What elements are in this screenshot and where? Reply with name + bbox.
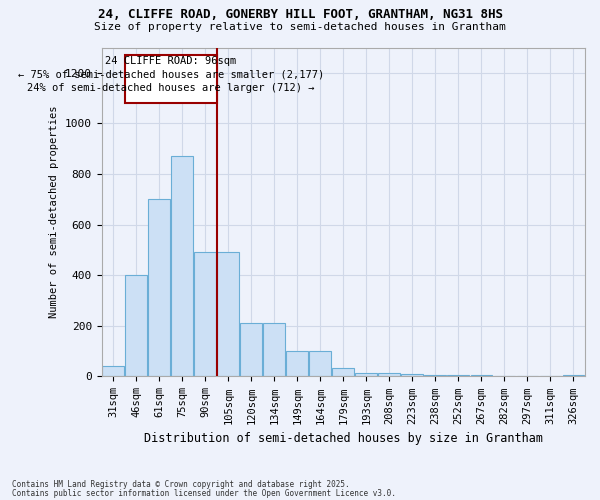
Bar [148, 200, 170, 376]
Y-axis label: Number of semi-detached properties: Number of semi-detached properties [49, 106, 59, 318]
Text: ← 75% of semi-detached houses are smaller (2,177): ← 75% of semi-detached houses are smalle… [17, 70, 324, 80]
Bar [448, 375, 469, 376]
Bar [470, 375, 493, 376]
Text: 24, CLIFFE ROAD, GONERBY HILL FOOT, GRANTHAM, NG31 8HS: 24, CLIFFE ROAD, GONERBY HILL FOOT, GRAN… [97, 8, 503, 20]
Bar [332, 368, 354, 376]
Bar [424, 375, 446, 376]
Text: Contains public sector information licensed under the Open Government Licence v3: Contains public sector information licen… [12, 489, 396, 498]
Bar [263, 324, 285, 376]
Bar [563, 375, 584, 376]
Text: Contains HM Land Registry data © Crown copyright and database right 2025.: Contains HM Land Registry data © Crown c… [12, 480, 350, 489]
FancyBboxPatch shape [125, 55, 217, 103]
Bar [194, 252, 216, 376]
Bar [241, 324, 262, 376]
Bar [125, 275, 147, 376]
Bar [355, 372, 377, 376]
Bar [379, 372, 400, 376]
Bar [217, 252, 239, 376]
Bar [286, 351, 308, 376]
Bar [401, 374, 424, 376]
Bar [102, 366, 124, 376]
Text: 24 CLIFFE ROAD: 96sqm: 24 CLIFFE ROAD: 96sqm [105, 56, 236, 66]
Bar [172, 156, 193, 376]
Bar [310, 351, 331, 376]
Text: 24% of semi-detached houses are larger (712) →: 24% of semi-detached houses are larger (… [27, 83, 314, 93]
Text: Size of property relative to semi-detached houses in Grantham: Size of property relative to semi-detach… [94, 22, 506, 32]
X-axis label: Distribution of semi-detached houses by size in Grantham: Distribution of semi-detached houses by … [144, 432, 543, 445]
